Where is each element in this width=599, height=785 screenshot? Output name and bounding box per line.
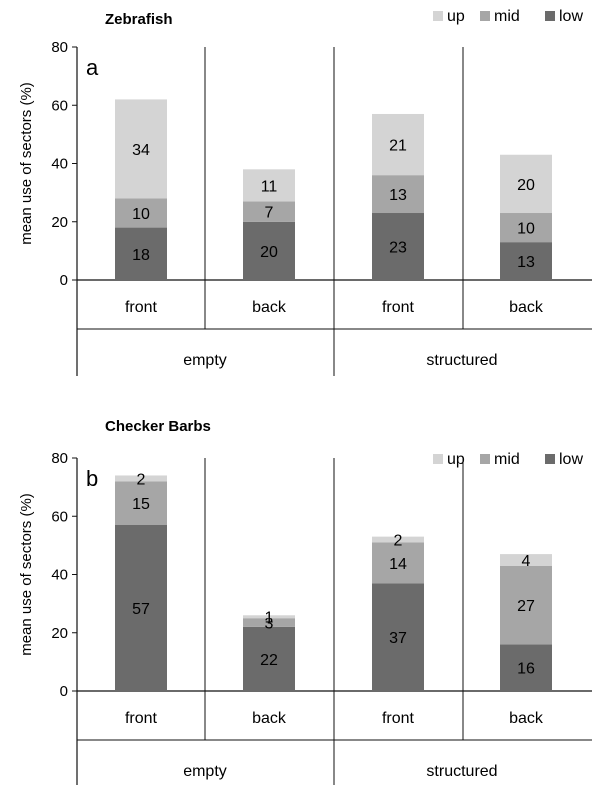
bar-mid [243,201,295,222]
x-category-label: front [382,710,415,727]
legend-swatch-up [433,454,443,464]
y-tick-label: 20 [51,214,68,231]
bar-low [115,524,167,691]
y-tick-label: 20 [51,625,68,642]
bar-mid [372,175,424,214]
y-tick-label: 0 [60,683,68,700]
data-label-low: 20 [260,244,278,261]
x-category-label: back [252,299,287,316]
data-label-up: 21 [389,138,407,155]
chart-panel-a: Zebrafish up mid low a 0 20 40 60 80 mean use of s… [18,8,592,376]
y-axis-label: mean use of sectors (%) [18,493,35,656]
data-label-low: 37 [389,630,407,647]
bar-up [243,169,295,202]
legend-swatch-mid [480,454,490,464]
x-category-label: back [509,710,544,727]
data-label-low: 57 [132,601,150,618]
data-label-low: 13 [517,254,535,271]
data-label-mid: 14 [389,556,407,573]
y-tick-label: 40 [51,156,68,173]
bar-mid [372,542,424,584]
chart-title: Checker Barbs [105,418,211,435]
x-group-label: structured [426,763,497,780]
data-label-mid: 27 [517,598,535,615]
legend-label-mid: mid [494,451,520,468]
legend-swatch-low [545,454,555,464]
data-label-mid: 15 [132,496,150,513]
chart-panel-b: Checker Barbs up mid low b 0 20 40 60 80 mean use … [18,418,592,785]
legend-label-low: low [559,451,583,468]
x-category-label: front [382,299,415,316]
panel-label: b [86,466,98,491]
data-label-up: 34 [132,142,150,159]
y-tick-label: 60 [51,508,68,525]
legend-swatch-mid [480,11,490,21]
bar-low [500,242,552,280]
x-category-label: front [125,299,158,316]
data-label-low: 22 [260,652,278,669]
x-group-label: structured [426,352,497,369]
data-label-mid: 10 [132,206,150,223]
bar-low [372,213,424,280]
x-category-label: back [509,299,544,316]
y-tick-label: 80 [51,450,68,467]
bar-up [372,536,424,543]
chart-title: Zebrafish [105,11,173,28]
bar-up [115,475,167,482]
x-group-label: empty [183,763,227,780]
data-label-mid: 10 [517,221,535,238]
data-label-up: 2 [137,471,146,488]
data-label-up: 2 [394,533,403,550]
data-label-up: 4 [522,553,531,570]
bar-low [500,644,552,691]
bar-mid [115,481,167,525]
panel-label: a [86,55,99,80]
bar-low [243,626,295,691]
bar-mid [115,198,167,228]
bar-mid [500,213,552,243]
data-label-mid: 13 [389,187,407,204]
legend-label-mid: mid [494,8,520,25]
bar-low [115,227,167,280]
y-tick-label: 0 [60,272,68,289]
bar-mid [500,565,552,645]
data-label-up: 20 [517,177,535,194]
bar-up [372,113,424,176]
data-label-low: 16 [517,661,535,678]
bar-up [500,154,552,214]
bar-mid [243,618,295,627]
bar-low [372,583,424,691]
bar-up [500,554,552,566]
legend-swatch-low [545,11,555,21]
x-category-label: back [252,710,287,727]
legend-swatch-up [433,11,443,21]
data-label-up: 1 [265,610,274,627]
legend-label-low: low [559,8,583,25]
legend-label-up: up [447,451,465,468]
data-label-up: 11 [261,178,278,195]
x-group-label: empty [183,352,227,369]
y-axis-label: mean use of sectors (%) [18,82,35,245]
bar-up [243,615,295,619]
data-label-mid: 3 [265,616,274,633]
y-tick-label: 40 [51,567,68,584]
y-tick-label: 60 [51,97,68,114]
y-tick-label: 80 [51,39,68,56]
data-label-low: 18 [132,247,150,264]
x-category-label: front [125,710,158,727]
bar-low [243,221,295,280]
data-label-mid: 7 [265,205,274,222]
bar-up [115,99,167,199]
data-label-low: 23 [389,240,407,257]
legend-label-up: up [447,8,465,25]
